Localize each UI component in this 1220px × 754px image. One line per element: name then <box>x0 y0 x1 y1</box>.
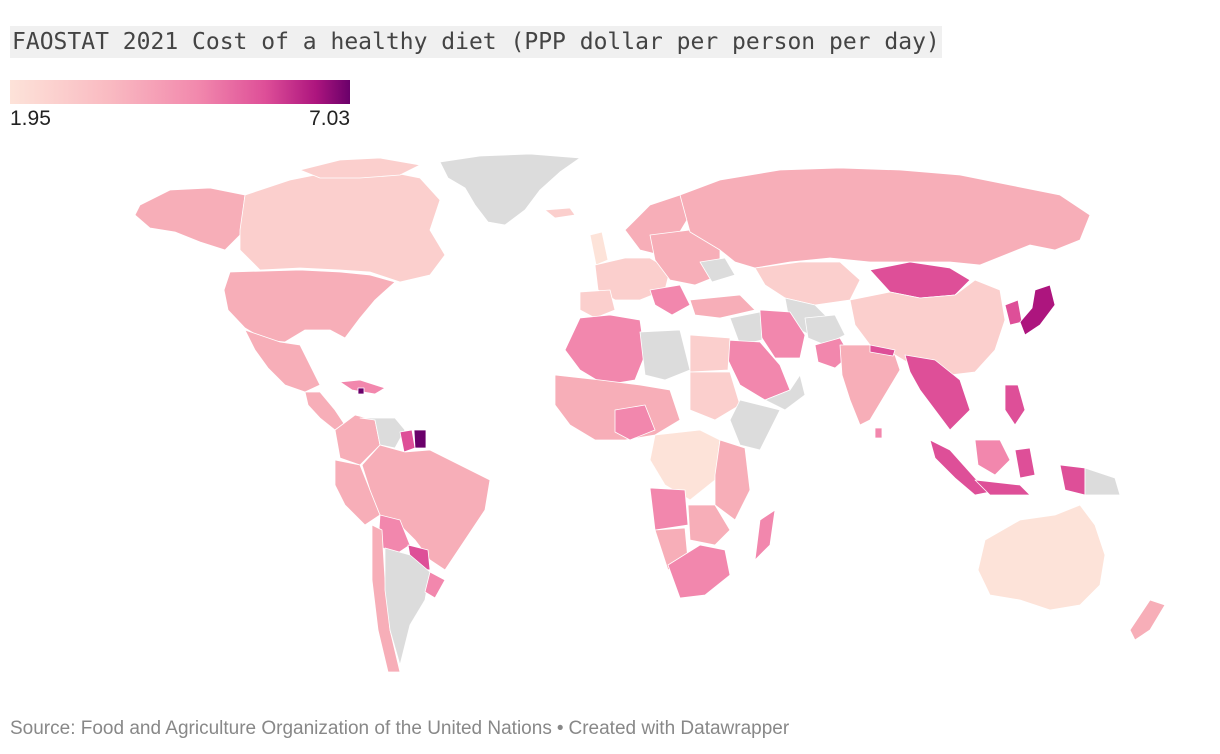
region-canada[interactable] <box>239 169 446 283</box>
region-borneo[interactable] <box>974 439 1011 476</box>
world-choropleth-map <box>134 153 1166 673</box>
color-legend: 1.95 7.03 <box>10 80 350 134</box>
region-central-africa[interactable] <box>649 429 721 501</box>
region-philippines[interactable] <box>1004 384 1026 426</box>
region-turkey[interactable] <box>689 294 756 319</box>
region-south-africa[interactable] <box>667 544 731 599</box>
region-alaska[interactable] <box>134 187 246 251</box>
legend-gradient-bar <box>10 80 350 104</box>
region-uruguay[interactable] <box>424 571 446 599</box>
region-sri-lanka[interactable] <box>874 427 883 439</box>
region-guyana[interactable] <box>399 429 416 453</box>
region-sulawesi[interactable] <box>1014 447 1036 479</box>
region-usa[interactable] <box>223 269 396 343</box>
region-uk[interactable] <box>589 231 609 266</box>
footer-credit[interactable]: Created with Datawrapper <box>568 718 790 739</box>
region-libya[interactable] <box>639 329 691 381</box>
chart-footer: Source: Food and Agriculture Organizatio… <box>10 718 789 740</box>
region-india[interactable] <box>839 344 901 426</box>
region-suriname[interactable] <box>413 429 427 449</box>
region-new-guinea-east[interactable] <box>1084 467 1121 496</box>
region-kazakhstan[interactable] <box>754 261 861 306</box>
region-peru[interactable] <box>334 459 381 526</box>
region-sudan[interactable] <box>689 371 741 421</box>
region-balkans[interactable] <box>649 284 691 316</box>
region-egypt[interactable] <box>689 334 731 373</box>
region-iraq-syria[interactable] <box>729 311 763 346</box>
region-nigeria[interactable] <box>614 404 656 441</box>
legend-min-label: 1.95 <box>10 107 51 130</box>
region-ukraine[interactable] <box>699 257 736 283</box>
region-southern-africa-mid[interactable] <box>687 504 731 546</box>
region-mainland-se-asia[interactable] <box>904 354 971 431</box>
region-caribbean[interactable] <box>339 379 386 395</box>
region-central-america[interactable] <box>304 391 346 431</box>
region-nepal[interactable] <box>869 344 896 357</box>
region-argentina[interactable] <box>384 547 431 666</box>
footer-separator: • <box>556 718 564 739</box>
region-brazil[interactable] <box>361 444 491 571</box>
region-iberia[interactable] <box>579 289 616 319</box>
region-arctic-islands[interactable] <box>299 157 421 179</box>
region-iceland[interactable] <box>544 207 576 219</box>
region-angola[interactable] <box>649 487 689 531</box>
region-north-africa-west[interactable] <box>564 314 646 386</box>
chart-title: FAOSTAT 2021 Cost of a healthy diet (PPP… <box>10 26 942 58</box>
region-yemen-oman[interactable] <box>764 374 806 411</box>
region-ethiopia-somalia[interactable] <box>729 399 781 451</box>
region-venezuela[interactable] <box>359 417 406 449</box>
region-madagascar[interactable] <box>754 509 776 561</box>
region-sumatra[interactable] <box>929 439 991 496</box>
region-russia[interactable] <box>679 167 1091 269</box>
region-japan[interactable] <box>1019 284 1056 336</box>
region-australia[interactable] <box>977 504 1106 611</box>
region-east-africa[interactable] <box>714 439 751 521</box>
region-mexico[interactable] <box>244 329 321 393</box>
region-haiti[interactable] <box>357 387 365 395</box>
region-new-zealand[interactable] <box>1129 599 1166 641</box>
footer-source: Source: Food and Agriculture Organizatio… <box>10 718 552 739</box>
region-korea[interactable] <box>1004 299 1023 326</box>
region-greenland[interactable] <box>439 153 581 226</box>
region-java[interactable] <box>974 479 1031 496</box>
region-new-guinea-west[interactable] <box>1059 464 1086 496</box>
legend-max-label: 7.03 <box>309 107 350 130</box>
